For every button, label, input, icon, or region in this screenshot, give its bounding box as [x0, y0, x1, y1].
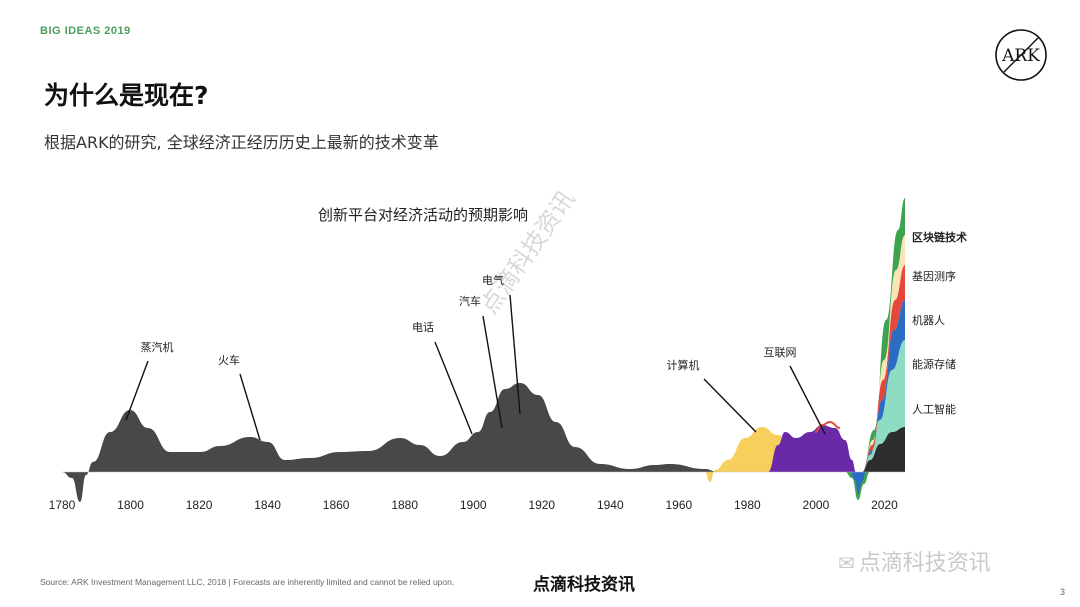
page-subtitle: 根据ARK的研究, 全球经济正经历历史上最新的技术变革: [44, 133, 439, 152]
callout-line: [703, 378, 757, 433]
blockchain-area: [862, 198, 905, 472]
x-tick-label: 1780: [49, 498, 76, 512]
area-layer: [62, 198, 905, 502]
ark-logo-icon: ARK: [995, 29, 1047, 81]
callout-line: [509, 294, 521, 415]
x-tick-label: 1900: [460, 498, 487, 512]
event-label: 计算机: [667, 358, 700, 372]
history-area: [62, 383, 718, 502]
energy-dip-area: [850, 472, 866, 494]
page-number: 3: [1060, 587, 1066, 597]
wechat-watermark: ✉ 点滴科技资讯: [838, 545, 991, 577]
legend-label: 基因测序: [912, 269, 956, 283]
event-label: 蒸汽机: [141, 340, 174, 354]
event-label: 火车: [218, 353, 240, 367]
x-tick-label: 1940: [597, 498, 624, 512]
x-tick-label: 2000: [803, 498, 830, 512]
x-tick-label: 1880: [391, 498, 418, 512]
source-footnote: Source: ARK Investment Management LLC, 2…: [40, 577, 455, 587]
x-tick-label: 1920: [528, 498, 555, 512]
credit-text: 点滴科技资讯: [533, 575, 635, 595]
callout-line: [125, 360, 149, 421]
wechat-text: 点滴科技资讯: [858, 551, 991, 576]
dark-base-area: [862, 427, 905, 472]
x-tick-label: 1980: [734, 498, 761, 512]
genome-area: [862, 235, 905, 472]
event-label: 电话: [412, 321, 434, 334]
x-tick-label: 1860: [323, 498, 350, 512]
callout-line: [239, 373, 261, 441]
chart-title: 创新平台对经济活动的预期影响: [318, 206, 528, 224]
legend-label: 人工智能: [912, 402, 956, 416]
x-tick-label: 2020: [871, 498, 898, 512]
robotics-area: [862, 265, 905, 472]
legend-label: 机器人: [912, 313, 945, 327]
callout-line: [789, 365, 826, 435]
x-tick-label: 1840: [254, 498, 281, 512]
event-label: 汽车: [459, 294, 481, 308]
x-tick-label: 1820: [186, 498, 213, 512]
x-axis: 1780 1800 1820 1840 1860 1880 1900 1920 1940 1960…: [49, 498, 898, 512]
page-title: 为什么是现在?: [44, 81, 209, 110]
event-label: 电气: [482, 273, 504, 287]
logo-text: ARK: [1001, 46, 1040, 66]
event-label: 互联网: [764, 346, 797, 359]
callout-line: [482, 315, 503, 429]
callout-line: [434, 341, 473, 435]
brand-kicker: BIG IDEAS 2019: [40, 25, 131, 37]
internet-accent: [814, 420, 841, 433]
legend-label: 能源存储: [912, 357, 956, 371]
energy-storage-area: [862, 300, 905, 472]
ai-area: [862, 340, 905, 472]
internet-area: [768, 425, 856, 472]
legend-label: 区块链技术: [912, 230, 967, 244]
x-tick-label: 1800: [117, 498, 144, 512]
x-tick-label: 1960: [665, 498, 692, 512]
wechat-icon: ✉: [838, 551, 855, 575]
